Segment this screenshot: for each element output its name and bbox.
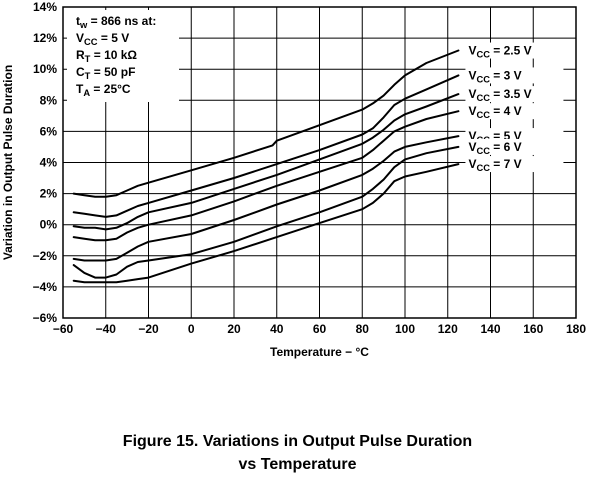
series-label-background [465, 42, 564, 59]
y-tick-label: 14% [33, 0, 57, 14]
series-label-background [465, 103, 564, 120]
y-tick-label: 6% [40, 124, 58, 138]
series-label-background [465, 67, 564, 84]
condition-line: VCC = 5 V [76, 31, 129, 47]
condition-line: tw = 866 ns at: [76, 14, 156, 30]
x-tick-label: 100 [395, 322, 415, 336]
y-tick-label: 10% [33, 62, 57, 76]
y-tick-label: −2% [33, 249, 58, 263]
y-axis-label: Variation in Output Pulse Duration [1, 65, 15, 260]
series-line [72, 74, 460, 218]
x-tick-label: 80 [356, 322, 370, 336]
series-line [72, 135, 460, 262]
plot-frame [62, 6, 577, 319]
x-tick-label: 20 [227, 322, 241, 336]
series-label-background [465, 156, 564, 173]
chart: −60 −40 −20 0 20 40 60 80 100 120 140 160 180 14% 12% 1… [1, 0, 586, 359]
x-tick-label: 40 [270, 322, 284, 336]
y-tick-label: 8% [40, 93, 58, 107]
series-label: VCC = 6 V [468, 140, 521, 156]
x-tick-label: 140 [480, 322, 500, 336]
y-tick-label: 0% [40, 218, 58, 232]
x-tick-label: −40 [96, 322, 117, 336]
x-tick-label: 120 [438, 322, 458, 336]
x-tick-label: −20 [138, 322, 159, 336]
series-label-background [465, 138, 564, 155]
figure-caption-line-1: Figure 15. Variations in Output Pulse Du… [122, 433, 473, 450]
x-tick-label: 160 [523, 322, 543, 336]
series-line [72, 163, 460, 284]
series-line [72, 93, 460, 231]
conditions-box [67, 10, 179, 102]
condition-line: CT = 50 pF [76, 65, 135, 81]
series-label: VCC = 7 V [468, 157, 521, 173]
x-tick-label: −60 [53, 322, 74, 336]
condition-line: TA = 25°C [76, 82, 131, 98]
series-label: VCC = 3 V [468, 68, 521, 84]
y-tick-label: −4% [33, 280, 58, 294]
x-tick-label: 180 [566, 322, 586, 336]
figure-caption-line-2: vs Temperature [238, 456, 357, 473]
series-line [72, 49, 460, 198]
y-tick-label: −6% [33, 311, 58, 325]
x-tick-label: 0 [188, 322, 195, 336]
x-tick-label: 60 [313, 322, 327, 336]
series-line [72, 110, 460, 242]
condition-line: RT = 10 kΩ [76, 48, 137, 64]
series-label: VCC = 4 V [468, 104, 521, 120]
series-label: VCC = 2.5 V [468, 44, 531, 60]
series-line [72, 145, 460, 279]
series-label: VCC = 3.5 V [468, 87, 531, 103]
series-label-background [465, 86, 564, 103]
x-axis-label: Temperature − °C [270, 345, 369, 359]
y-tick-label: 4% [40, 156, 58, 170]
y-tick-label: 2% [40, 187, 58, 201]
y-tick-label: 12% [33, 31, 57, 45]
